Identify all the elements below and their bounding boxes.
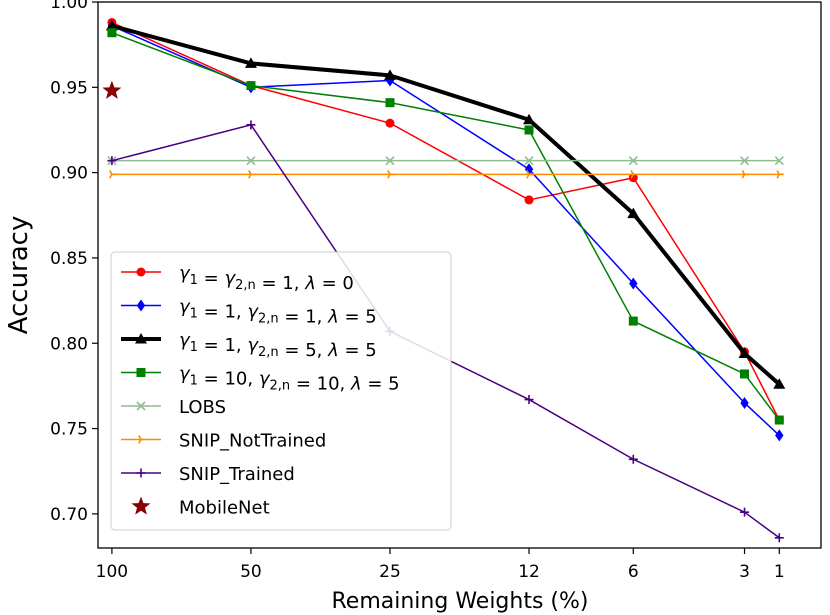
data-point-triangle <box>105 19 118 31</box>
legend-item: γ1 = γ2,n = 1, λ = 0 <box>121 263 354 294</box>
y-axis-ticks: 0.70 0.75 0.80 0.85 0.90 0.95 1.00 <box>50 0 98 525</box>
data-point-tri <box>387 170 395 179</box>
y-tick-label: 0.95 <box>50 78 88 98</box>
data-point-triangle <box>627 207 640 219</box>
y-tick-label: 0.80 <box>50 334 88 354</box>
data-point-plus <box>740 507 750 517</box>
data-point-tri <box>776 170 784 179</box>
data-point-square <box>246 81 256 91</box>
legend-label: γ1 = 1, γ2,n = 5, λ = 5 <box>179 330 377 361</box>
legend-item: SNIP_Trained <box>121 464 295 485</box>
plot-frame <box>97 1 822 549</box>
data-point-diamond <box>740 396 749 409</box>
data-point-diamond <box>775 429 784 442</box>
data-point-circle <box>524 195 534 205</box>
data-point-triangle <box>738 347 751 358</box>
legend-label: SNIP_NotTrained <box>179 431 326 452</box>
x-tick-label: 12 <box>518 562 540 582</box>
data-point-plus <box>774 533 784 543</box>
data-point-plus <box>136 468 146 478</box>
legend-box <box>110 251 452 531</box>
data-point-circle <box>385 118 395 128</box>
x-axis-ticks: 100 50 25 12 6 3 1 <box>96 548 785 582</box>
data-point-x <box>774 156 784 166</box>
x-tick-label: 1 <box>774 562 785 582</box>
x-tick-label: 6 <box>628 562 639 582</box>
data-point-plus <box>524 395 534 405</box>
data-point-triangle <box>135 333 147 344</box>
series-layer <box>102 17 786 543</box>
data-point-x <box>628 156 638 166</box>
legend-label: γ1 = 10, γ2,n = 10, λ = 5 <box>179 364 400 395</box>
legend-label: γ1 = 1, γ2,n = 1, λ = 5 <box>179 297 377 328</box>
legend: γ1 = γ2,n = 1, λ = 0γ1 = 1, γ2,n = 1, λ … <box>110 251 452 531</box>
legend-label: SNIP_Trained <box>179 464 295 485</box>
data-point-square <box>628 316 638 326</box>
legend-item: γ1 = 1, γ2,n = 1, λ = 5 <box>121 297 377 328</box>
data-point-triangle <box>244 57 257 68</box>
y-tick-label: 1.00 <box>50 0 88 13</box>
data-point-square <box>774 415 784 425</box>
data-point-square <box>136 368 146 377</box>
data-point-x <box>385 156 395 166</box>
legend-label: MobileNet <box>179 498 270 519</box>
data-point-tri <box>526 170 534 179</box>
data-point-x <box>524 156 534 166</box>
y-axis-label: Accuracy <box>4 216 34 335</box>
data-point-x <box>136 401 146 411</box>
legend-item: LOBS <box>121 397 226 418</box>
data-point-tri <box>247 170 256 179</box>
data-point-diamond <box>136 299 146 312</box>
data-point-triangle <box>383 69 396 80</box>
legend-item: γ1 = 1, γ2,n = 5, λ = 5 <box>121 330 377 361</box>
legend-item: MobileNet <box>131 496 270 519</box>
y-tick-label: 0.85 <box>50 249 88 269</box>
series--1-1-2-n-5-5 <box>105 19 786 389</box>
data-point-square <box>385 98 395 108</box>
data-point-triangle <box>773 378 786 389</box>
data-point-plus <box>628 454 638 464</box>
x-tick-label: 50 <box>240 562 262 582</box>
x-tick-label: 100 <box>96 562 128 582</box>
data-point-square <box>740 369 750 379</box>
data-point-square <box>107 28 117 38</box>
x-tick-label: 25 <box>379 562 401 582</box>
data-point-tri <box>138 435 146 444</box>
data-point-x <box>739 156 750 166</box>
y-tick-label: 0.70 <box>50 505 88 525</box>
legend-label: γ1 = γ2,n = 1, λ = 0 <box>179 263 354 294</box>
x-axis-label: Remaining Weights (%) <box>332 589 589 614</box>
series-lobs <box>107 156 784 166</box>
data-point-circle <box>628 173 638 183</box>
y-tick-label: 0.75 <box>50 420 88 440</box>
data-point-plus <box>107 156 117 166</box>
x-tick-label: 3 <box>739 562 750 582</box>
data-point-diamond <box>629 277 638 290</box>
data-point-x <box>246 156 256 166</box>
data-point-tri <box>630 170 638 179</box>
series-snip-nottrained <box>108 170 784 179</box>
data-point-square <box>524 125 534 135</box>
series--1-10-2-n-10-5 <box>107 28 784 425</box>
data-point-star <box>131 496 151 515</box>
data-point-triangle <box>523 113 536 125</box>
data-point-tri <box>108 170 117 179</box>
legend-item: γ1 = 10, γ2,n = 10, λ = 5 <box>121 364 400 395</box>
data-point-star <box>102 80 122 99</box>
series-mobilenet <box>102 80 122 99</box>
data-point-plus <box>246 120 256 130</box>
data-point-circle <box>136 267 146 277</box>
legend-label: LOBS <box>179 397 226 418</box>
y-tick-label: 0.90 <box>50 164 88 184</box>
data-point-tri <box>741 170 750 179</box>
legend-item: SNIP_NotTrained <box>121 431 326 452</box>
data-point-diamond <box>524 163 534 176</box>
